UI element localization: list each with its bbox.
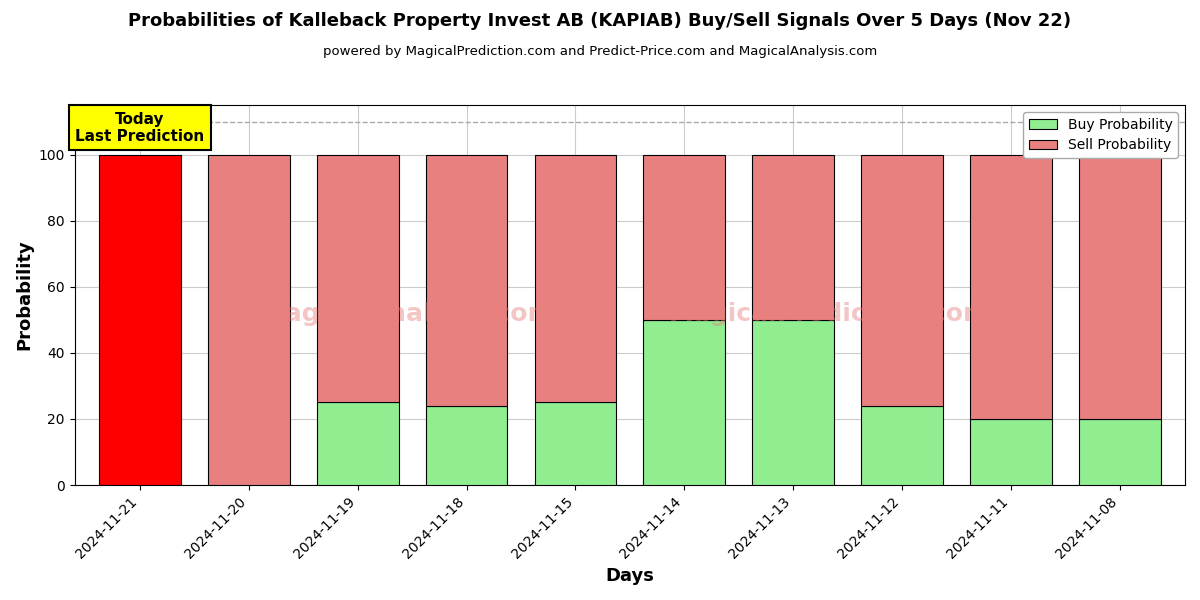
Bar — [426, 406, 508, 485]
Bar — [1079, 419, 1160, 485]
Bar — [534, 403, 617, 485]
Bar — [1079, 155, 1160, 419]
Bar — [643, 155, 725, 320]
Bar — [426, 155, 508, 406]
Bar — [970, 155, 1051, 419]
Text: Today
Last Prediction: Today Last Prediction — [76, 112, 204, 144]
Bar — [643, 320, 725, 485]
Bar — [970, 419, 1051, 485]
Bar — [208, 155, 289, 485]
Bar — [862, 155, 943, 406]
Bar — [534, 155, 617, 403]
Bar — [317, 155, 398, 403]
Bar — [317, 403, 398, 485]
Bar — [752, 155, 834, 320]
Bar — [100, 155, 181, 485]
X-axis label: Days: Days — [605, 567, 654, 585]
Text: MagicalAnalysis.com: MagicalAnalysis.com — [260, 302, 554, 326]
Text: Probabilities of Kalleback Property Invest AB (KAPIAB) Buy/Sell Signals Over 5 D: Probabilities of Kalleback Property Inve… — [128, 12, 1072, 30]
Bar — [752, 320, 834, 485]
Bar — [862, 406, 943, 485]
Y-axis label: Probability: Probability — [16, 239, 34, 350]
Legend: Buy Probability, Sell Probability: Buy Probability, Sell Probability — [1024, 112, 1178, 158]
Text: MagicalPrediction.com: MagicalPrediction.com — [670, 302, 990, 326]
Text: powered by MagicalPrediction.com and Predict-Price.com and MagicalAnalysis.com: powered by MagicalPrediction.com and Pre… — [323, 45, 877, 58]
